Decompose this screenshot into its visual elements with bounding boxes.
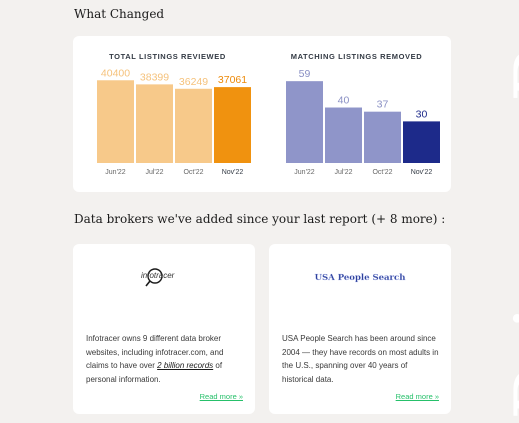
chart-title: TOTAL LISTINGS REVIEWED bbox=[109, 52, 226, 61]
bar-value-label: 37061 bbox=[218, 74, 247, 86]
broker-card-infotracer: infotracer Infotracer owns 9 different d… bbox=[73, 244, 255, 414]
desc-text: USA People Search has been around since … bbox=[282, 334, 439, 384]
bar bbox=[364, 111, 401, 163]
bar bbox=[286, 81, 323, 163]
logo-text: USA People Search bbox=[315, 273, 406, 283]
bar bbox=[175, 88, 212, 163]
broker-description: USA People Search has been around since … bbox=[282, 332, 441, 386]
category-label: Oct'22 bbox=[372, 169, 392, 176]
category-label: Oct'22 bbox=[183, 169, 203, 176]
bar-value-label: 37 bbox=[377, 99, 389, 111]
category-label: Nov'22 bbox=[411, 169, 433, 176]
infotracer-logo: infotracer bbox=[73, 264, 255, 288]
category-label: Jul'22 bbox=[334, 169, 352, 176]
what-changed-heading: What Changed bbox=[74, 7, 165, 21]
category-label: Nov'22 bbox=[222, 169, 244, 176]
logo-text: infotracer bbox=[141, 271, 175, 280]
bar-value-label: 36249 bbox=[179, 76, 208, 88]
removed-listings-chart: MATCHING LISTINGS REMOVED 59 Jun'22 40 Jul'… bbox=[262, 36, 451, 192]
broker-card-usa-people-search: USA People Search USA People Search has … bbox=[269, 244, 451, 414]
bar bbox=[325, 107, 362, 163]
total-listings-chart: TOTAL LISTINGS REVIEWED 40400 Jun'22 38399… bbox=[73, 36, 262, 192]
bar bbox=[403, 121, 440, 163]
category-label: Jun'22 bbox=[105, 169, 126, 176]
read-more-link[interactable]: Read more » bbox=[199, 392, 243, 401]
read-more-link[interactable]: Read more » bbox=[395, 392, 439, 401]
bar-value-label: 38399 bbox=[140, 71, 169, 83]
desc-text: of personal information. bbox=[86, 361, 223, 384]
brokers-heading: Data brokers we've added since your last… bbox=[74, 212, 446, 226]
stats-card: TOTAL LISTINGS REVIEWED 40400 Jun'22 38399… bbox=[73, 36, 451, 192]
bar-value-label: 40 bbox=[338, 95, 350, 107]
desc-highlight: 2 billion records bbox=[157, 361, 214, 370]
removed-listings-svg: 59 Jun'22 40 Jul'22 37 Oct'22 30 Nov'22 bbox=[286, 68, 440, 176]
usa-people-search-logo: USA People Search bbox=[269, 264, 451, 288]
desc-text: Infotracer owns 9 different data broker … bbox=[86, 334, 224, 370]
bar bbox=[136, 84, 173, 163]
bar-value-label: 40400 bbox=[101, 67, 130, 79]
bar-value-label: 59 bbox=[299, 68, 311, 80]
broker-description: Infotracer owns 9 different data broker … bbox=[86, 332, 245, 386]
background-watermark: Privacy Repo bbox=[499, 0, 519, 420]
bar bbox=[97, 80, 134, 163]
bar bbox=[214, 87, 251, 163]
chart-title: MATCHING LISTINGS REMOVED bbox=[290, 52, 423, 61]
category-label: Jun'22 bbox=[294, 169, 315, 176]
total-listings-svg: 40400 Jun'22 38399 Jul'22 36249 Oct'22 37061 No… bbox=[97, 67, 251, 176]
category-label: Jul'22 bbox=[145, 169, 163, 176]
bar-value-label: 30 bbox=[416, 108, 428, 120]
